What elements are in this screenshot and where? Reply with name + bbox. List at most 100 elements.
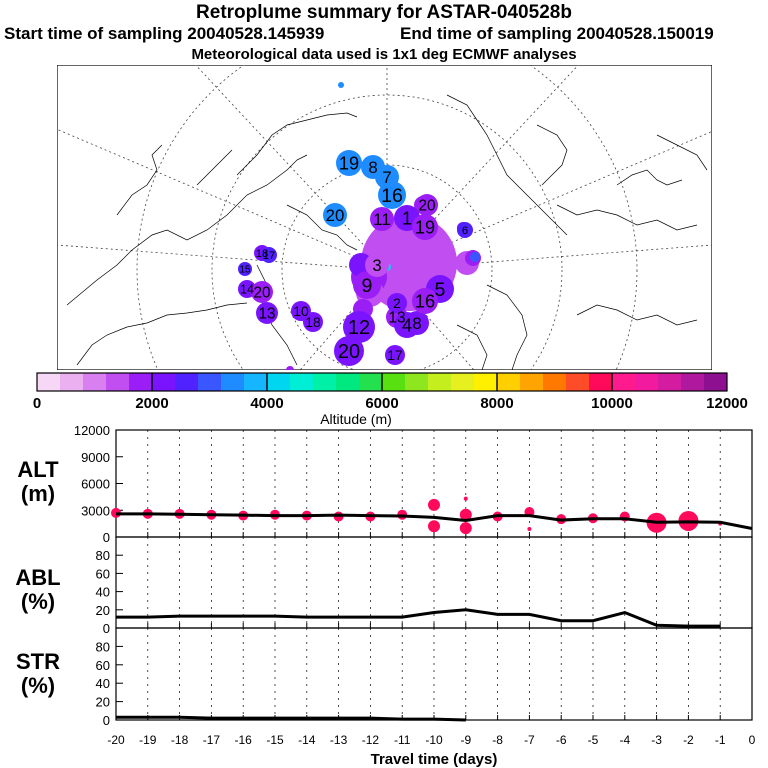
day-label: 10 (293, 303, 309, 319)
colorbar-tick-label: 2000 (135, 395, 168, 412)
y-tick-label: 60 (96, 658, 110, 673)
colorbar-cell (658, 373, 682, 391)
plume-circle (303, 312, 323, 332)
x-tick-label: -5 (588, 733, 599, 747)
plume-circle (370, 207, 394, 231)
x-tick-label: -6 (556, 733, 567, 747)
y-tick-label: 0 (103, 530, 110, 545)
day-label: 20 (338, 341, 360, 363)
colorbar-cell (60, 373, 84, 391)
plume-circle (251, 281, 273, 303)
day-label: 1 (402, 209, 412, 229)
series-line (116, 715, 466, 722)
y-tick-label: 40 (96, 585, 110, 600)
plume-dot (470, 252, 480, 262)
day-label: 8 (368, 158, 377, 177)
colorbar-cell (175, 373, 199, 391)
map-graticule (57, 65, 712, 370)
alt-marker (463, 496, 468, 501)
x-tick-label: -1 (715, 733, 726, 747)
plume-circle (457, 222, 473, 238)
y-tick-label: 20 (96, 695, 110, 710)
colorbar-cell (635, 373, 659, 391)
x-axis-label: Travel time (days) (371, 751, 498, 768)
day-label: 11 (373, 210, 390, 229)
plume-circle (353, 271, 381, 299)
plume-circle (238, 262, 252, 276)
colorbar-cell (313, 373, 337, 391)
x-tick-label: -19 (139, 733, 157, 747)
colorbar-cell (566, 373, 590, 391)
y-tick-label: 9000 (81, 450, 110, 465)
day-label: 19 (339, 154, 359, 174)
x-tick-label: -9 (460, 733, 471, 747)
y-tick-label: 12000 (74, 423, 110, 438)
abl-panel: 0 20 40 60 80 (96, 536, 753, 636)
str-label-line2: (%) (20, 673, 56, 698)
day-label: 13 (258, 306, 275, 323)
alt-panel: 0 3000 6000 9000 12000 (74, 423, 753, 545)
colorbar-cell (267, 373, 291, 391)
y-tick-label: 40 (96, 676, 110, 691)
colorbar-cell (681, 373, 705, 391)
x-tick-label: -13 (330, 733, 348, 747)
colorbar-cell (704, 373, 728, 391)
colorbar-cell (152, 373, 176, 391)
alt-panel-label: ALT (m) (8, 458, 68, 506)
y-tick-label: 80 (96, 639, 110, 654)
day-label: 3 (372, 256, 381, 275)
str-panel-label: STR (%) (8, 650, 68, 698)
alt-label-line1: ALT (17, 457, 59, 482)
day-label: 14 (240, 283, 254, 297)
colorbar-cell (359, 373, 383, 391)
day-label: 13 (388, 310, 405, 327)
x-tick-label: 0 (749, 733, 756, 747)
colorbar-tick-label: 8000 (480, 395, 513, 412)
plume-circle (261, 247, 277, 263)
x-tick-label: -18 (171, 733, 189, 747)
plume-dot (338, 82, 344, 88)
y-tick-label: 80 (96, 548, 110, 563)
day-label: 19 (415, 218, 435, 238)
y-tick-label: 0 (103, 621, 110, 636)
colorbar-cell (589, 373, 613, 391)
plume-circle (412, 288, 438, 314)
colorbar-tick-label: 6000 (365, 395, 398, 412)
day-label: 16 (381, 185, 403, 207)
plume-circle (378, 181, 406, 209)
plume-circle (412, 214, 438, 240)
colorbar-cell (244, 373, 268, 391)
series-line (116, 512, 753, 531)
colorbar-cell (382, 373, 406, 391)
colorbar-cell (198, 373, 222, 391)
colorbar-cell (37, 373, 61, 391)
day-label: 17 (387, 347, 403, 363)
x-tick-label: -2 (683, 733, 694, 747)
alt-marker (459, 508, 472, 521)
colorbar-cell (106, 373, 130, 391)
day-label: 6 (462, 225, 468, 237)
y-tick-label: 3000 (81, 503, 110, 518)
day-label: 18 (305, 314, 321, 330)
plume-circle (416, 194, 438, 216)
plume-circle (394, 312, 420, 338)
x-tick-label: -7 (524, 733, 535, 747)
plume-circle (334, 336, 364, 366)
y-tick-label: 60 (96, 566, 110, 581)
alt-label-line2: (m) (20, 481, 56, 506)
day-label: 15 (240, 265, 251, 276)
alt-marker (428, 498, 440, 511)
day-label: 2 (393, 295, 401, 311)
plume-circle (365, 253, 389, 277)
x-tick-label: -3 (651, 733, 662, 747)
colorbar-cell (336, 373, 360, 391)
y-tick-label: 20 (96, 603, 110, 618)
colorbar-tick-label: 4000 (250, 395, 283, 412)
x-tick-label: -14 (298, 733, 316, 747)
colorbar-cell (543, 373, 567, 391)
chart-title: Retroplume summary for ASTAR-040528b (196, 2, 572, 23)
colorbar-cell (474, 373, 498, 391)
